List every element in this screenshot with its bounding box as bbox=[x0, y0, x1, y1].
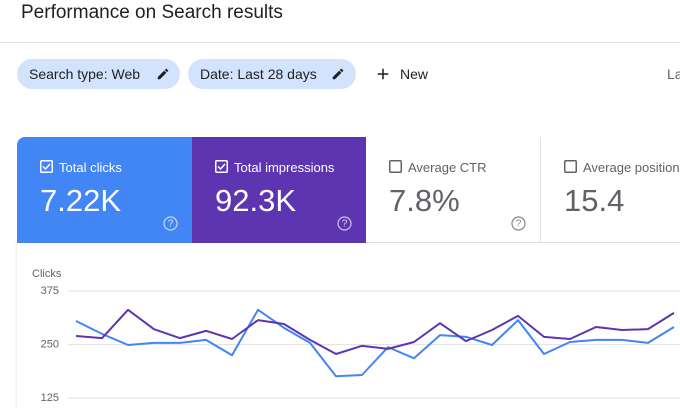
svg-text:?: ? bbox=[168, 219, 174, 230]
chip-label: Date: Last 28 days bbox=[200, 66, 317, 82]
card-value: 7.8% bbox=[389, 183, 460, 218]
metric-card[interactable]: Total impressions 92.3K ? bbox=[192, 137, 366, 243]
svg-text:?: ? bbox=[516, 219, 522, 230]
checkbox[interactable] bbox=[215, 160, 228, 173]
help-icon[interactable]: ? bbox=[163, 216, 178, 231]
new-button[interactable]: New bbox=[374, 59, 428, 89]
card-label: Total clicks bbox=[59, 160, 122, 175]
card-value: 7.22K bbox=[40, 183, 122, 218]
metric-card[interactable]: Total clicks 7.22K ? bbox=[17, 137, 192, 243]
card-label: Average position bbox=[583, 160, 680, 175]
metric-card[interactable]: Average position 15.4 bbox=[541, 137, 680, 243]
plus-icon bbox=[377, 68, 389, 80]
edit-icon bbox=[332, 68, 344, 80]
checkbox[interactable] bbox=[564, 160, 577, 173]
help-icon[interactable]: ? bbox=[511, 216, 526, 231]
checkbox[interactable] bbox=[389, 160, 402, 173]
y-axis-title: Clicks bbox=[32, 268, 62, 280]
card-value: 92.3K bbox=[215, 183, 297, 218]
chip-label: Search type: Web bbox=[29, 66, 141, 82]
card-value: 15.4 bbox=[564, 183, 625, 218]
new-label: New bbox=[400, 66, 429, 82]
help-icon[interactable]: ? bbox=[337, 216, 352, 231]
chart: Clicks 125 250 375 bbox=[32, 268, 680, 404]
y-tick-label: 250 bbox=[41, 338, 59, 350]
card-label: Total impressions bbox=[234, 160, 335, 175]
filter-chip[interactable]: Search type: Web bbox=[17, 59, 180, 89]
series-line bbox=[75, 308, 675, 378]
checkbox[interactable] bbox=[40, 160, 53, 173]
cut-off-text[interactable]: La bbox=[667, 66, 680, 82]
metric-card[interactable]: Average CTR 7.8% ? bbox=[366, 137, 541, 243]
edit-icon bbox=[157, 68, 169, 80]
page-title: Performance on Search results bbox=[21, 2, 283, 23]
filter-chip[interactable]: Date: Last 28 days bbox=[188, 59, 356, 89]
series-line bbox=[75, 308, 675, 355]
svg-text:?: ? bbox=[342, 219, 348, 230]
y-tick-label: 375 bbox=[41, 285, 59, 297]
card-label: Average CTR bbox=[408, 160, 487, 175]
y-tick-label: 125 bbox=[41, 392, 59, 404]
divider bbox=[0, 42, 680, 43]
